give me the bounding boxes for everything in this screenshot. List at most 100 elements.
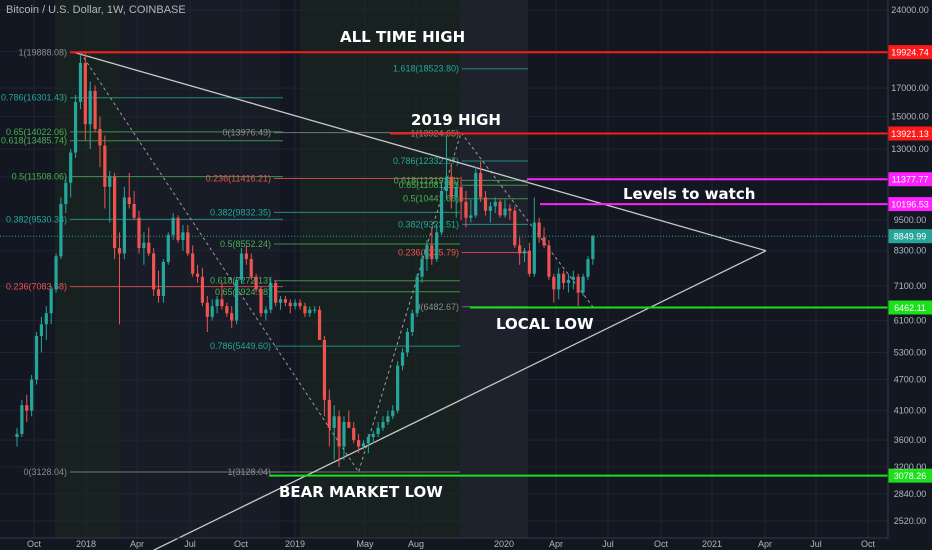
candle-body [522,250,527,254]
candle-body [532,222,536,274]
candle-body [249,259,253,277]
price-level-tag [888,229,932,244]
time-tick-label: May [356,539,374,549]
price-level-value: 8849.99 [894,232,927,242]
candle-body [464,201,468,218]
candle-body [113,176,117,249]
price-tick-label: 15000.00 [891,112,929,122]
candle-body [566,279,571,283]
candle-body [264,309,268,314]
price-tick-label: 13000.00 [891,144,929,154]
fib-level-label: 0.236(11416.21) [206,173,271,183]
fib-level-label: 0.5(10441.66) [403,194,459,204]
candle-body [430,245,434,260]
candle-body [30,379,34,411]
candle-body [171,217,175,235]
time-tick-label: 2020 [494,539,514,549]
fib-level-label: 0.786(12332.07) [393,156,459,166]
time-tick-label: 2018 [76,539,96,549]
time-tick-label: 2019 [285,539,305,549]
price-tick-label: 6100.00 [894,316,927,326]
candle-body [166,234,170,262]
fib-level-label: 1(19888.08) [18,48,67,58]
candlesticks [15,52,595,467]
time-tick-label: Jul [184,539,196,549]
candle-body [274,282,278,303]
candle-body [474,172,478,216]
annotation-all-time-high: ALL TIME HIGH [340,28,466,46]
candle-body [386,416,390,422]
price-level-value: 11377.77 [892,175,929,185]
price-level-value: 3078.26 [894,471,927,481]
annotation-local-low: LOCAL LOW [496,315,594,333]
candle-body [156,289,161,296]
candle-body [483,197,488,211]
candle-body [361,443,366,447]
candle-body [73,101,78,153]
candle-body [230,313,234,321]
candle-body [283,299,287,303]
candle-body [503,208,507,216]
candle-body [269,282,273,310]
candle-body [122,197,126,254]
shaded-zone [460,0,528,538]
candle-body [317,309,322,340]
candle-body [259,289,263,314]
candle-body [381,421,385,428]
candle-body [376,427,380,434]
candle-body [176,217,180,241]
candle-body [49,289,53,314]
annotation-levels-to-watch: Levels to watch [623,185,756,203]
candle-body [88,90,92,125]
annotation-2019-high: 2019 HIGH [411,111,501,129]
time-tick-label: Apr [758,539,772,549]
candle-body [518,245,522,254]
candle-body [371,433,375,438]
price-level-tag [888,197,932,212]
fib-level-label: 0(13976.43) [222,128,271,138]
fib-level-label: 0.786(16301.43) [1,93,67,103]
candle-body [449,176,453,198]
time-axis[interactable]: Oct 2018 Apr Jul Oct 2019 May Aug 2020 Apr Jul Oct 2… [0,537,888,549]
candle-body [396,365,400,411]
descending-trendline [74,51,767,252]
candle-body [454,186,458,198]
fib-level-label: 0.5(8552.24) [220,239,271,249]
price-tick-label: 5300.00 [894,347,927,357]
candle-body [78,62,83,102]
candle-body [488,206,492,211]
candle-body [15,433,19,438]
candle-body [391,410,395,417]
candle-body [508,208,512,211]
price-axis[interactable]: 24000.00 17000.00 15000.00 13000.00 9500.00 8… [887,0,929,538]
shaded-zone [300,0,460,538]
time-tick-label: Oct [861,539,876,549]
fib-level-label: 1.618(18523.80) [393,64,459,74]
time-tick-label: Oct [654,539,669,549]
fib-level-label: 0.618(7272.13) [210,276,271,286]
fib-level-label: 0.382(9832.35) [210,207,271,217]
time-tick-label: Aug [408,539,424,549]
candle-body [108,176,112,187]
candle-body [25,405,29,411]
candle-body [571,276,575,280]
candle-body [200,276,205,303]
candle-body [181,232,185,241]
candle-body [186,232,190,254]
price-level-tag [888,172,932,187]
candle-body [98,128,102,146]
candle-body [39,324,43,336]
candle-body [313,309,317,311]
fib-level-label: 0.382(9530.38) [6,214,67,224]
swing-dashed-line [80,52,594,474]
candle-body [83,62,87,125]
candle-body [415,276,419,314]
candle-body [542,237,546,246]
candle-body [439,191,444,233]
candle-body [298,302,302,307]
candle-body [557,273,561,290]
price-tick-label: 4100.00 [894,406,927,416]
candle-body [215,299,219,307]
candle-body [147,242,151,254]
